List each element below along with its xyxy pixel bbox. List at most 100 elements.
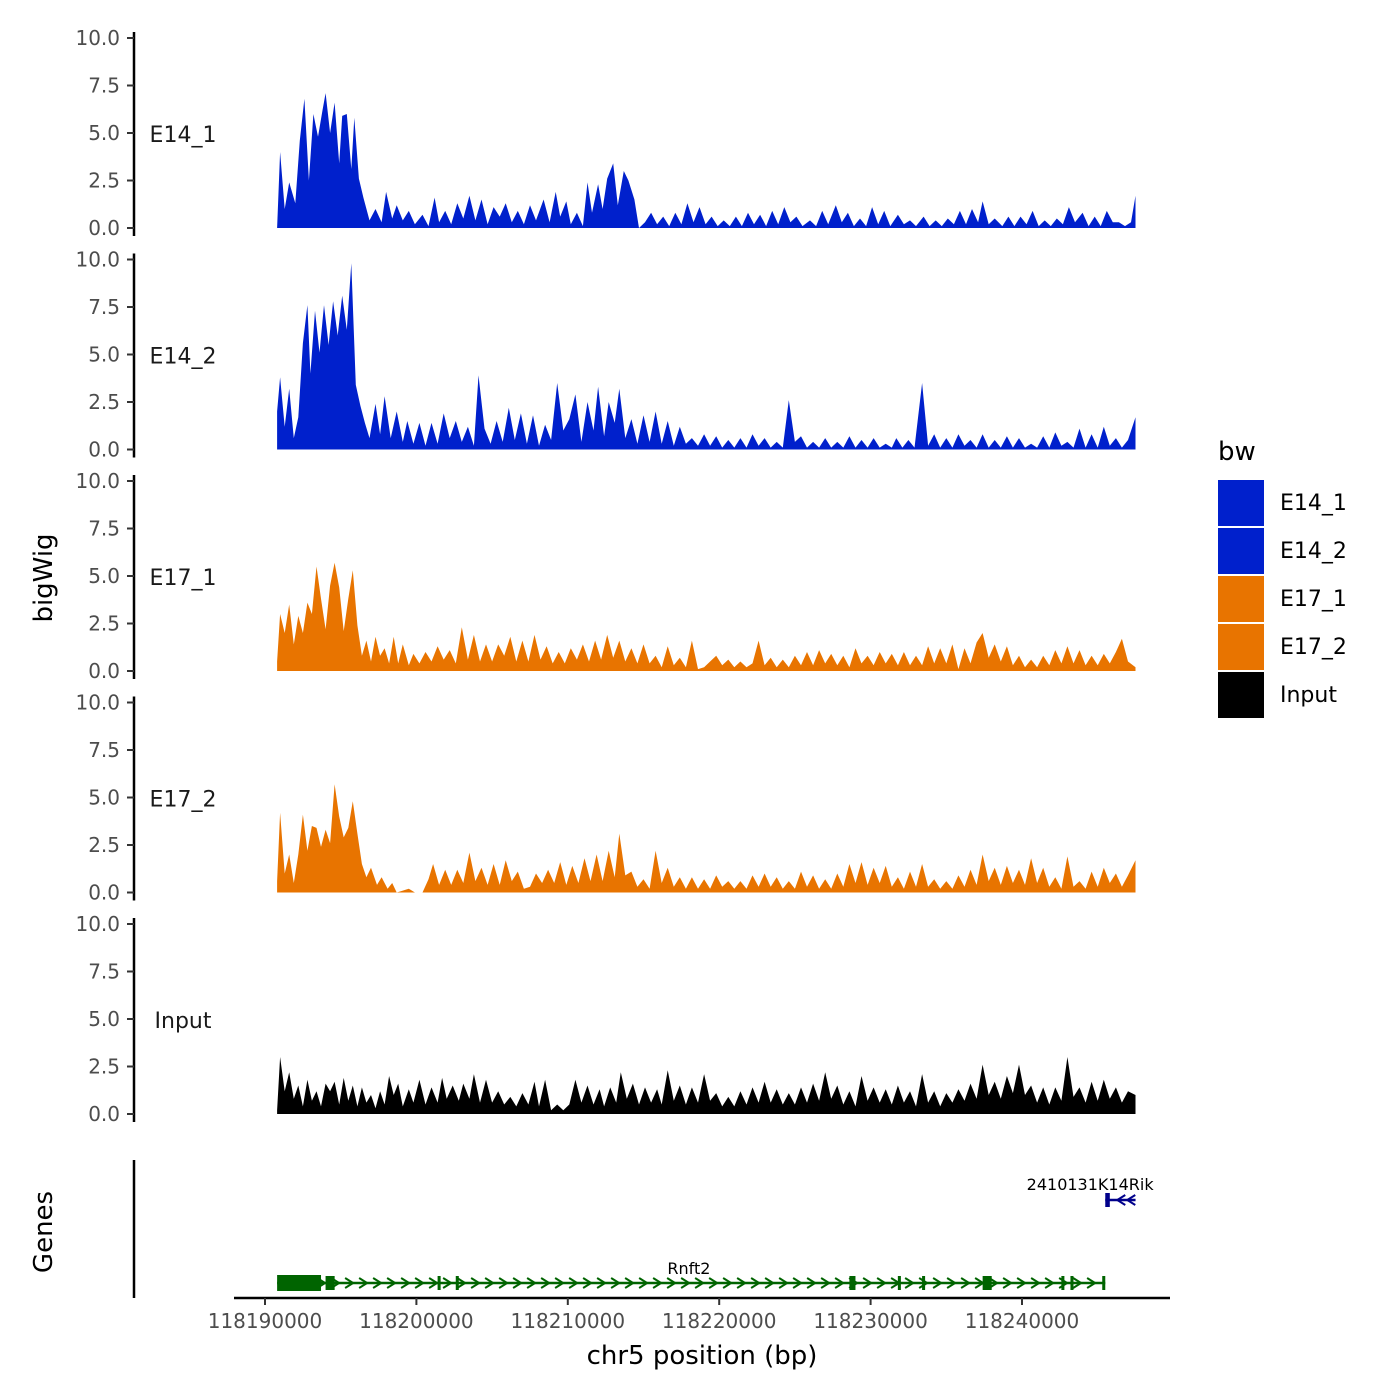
y-tick-label-E14_1-0.0: 0.0 [88,216,120,240]
exon-2410131K14Rik-0 [1105,1193,1110,1207]
y-tick-label-E17_1-0.0: 0.0 [88,659,120,683]
exon-Rnft2-1 [325,1276,335,1290]
strand-arrow-Rnft2 [666,1277,677,1289]
x-tick-label-118230000: 118230000 [813,1309,928,1333]
strand-arrow-Rnft2 [414,1277,425,1289]
y-tick-label-E14_1-5.0: 5.0 [88,121,120,145]
strand-arrow-Rnft2 [1016,1277,1027,1289]
y-tick-label-Input-2.5: 2.5 [88,1055,120,1079]
strand-arrow-Rnft2 [946,1277,957,1289]
strand-arrow-Rnft2 [918,1277,929,1289]
y-tick-label-E17_2-7.5: 7.5 [88,738,120,762]
strand-arrow-Rnft2 [1086,1277,1097,1289]
y-tick-label-E14_1-10.0: 10.0 [75,26,120,50]
strand-arrow-Rnft2 [806,1277,817,1289]
y-tick-label-E14_1-7.5: 7.5 [88,74,120,98]
x-axis: 118190000 118200000 118210000 118220000 1182… [208,1296,1170,1333]
x-tick-label-118190000: 118190000 [208,1309,323,1333]
x-tick-label-118220000: 118220000 [662,1309,777,1333]
legend-swatch-E14_2 [1218,528,1264,574]
y-tick-label-E14_2-5.0: 5.0 [88,343,120,367]
strand-arrow-Rnft2 [470,1277,481,1289]
strand-arrow-Rnft2 [876,1277,887,1289]
strand-arrow-Rnft2 [1002,1277,1013,1289]
exon-Rnft2-3 [455,1276,459,1290]
strand-arrow-Rnft2 [428,1277,439,1289]
signal-tracks: 0.0 2.5 5.0 7.5 10.0 E14_1 0.0 2.5 5.0 7.5 10.0 E14… [75,26,1136,1126]
legend-title: bw [1218,437,1256,467]
exon-Rnft2-5 [897,1276,901,1290]
strand-arrow-Rnft2 [610,1277,621,1289]
y-tick-label-E17_1-5.0: 5.0 [88,564,120,588]
strand-arrow-Rnft2 [932,1277,943,1289]
y-tick-label-E17_2-2.5: 2.5 [88,833,120,857]
gene-2410131K14Rik: 2410131K14Rik [1027,1175,1154,1207]
y-tick-label-E17_2-10.0: 10.0 [75,691,120,715]
strand-arrow-Rnft2 [372,1277,383,1289]
strand-arrow-Rnft2 [694,1277,705,1289]
track-label-E14_2: E14_2 [150,345,217,370]
strand-arrow-Rnft2 [1030,1277,1041,1289]
exon-Rnft2-6 [922,1276,926,1290]
legend-swatch-Input [1218,672,1264,718]
legend-label-Input: Input [1280,683,1337,708]
strand-arrow-Rnft2 [904,1277,915,1289]
strand-arrow-Rnft2 [526,1277,537,1289]
y-tick-label-E17_1-10.0: 10.0 [75,469,120,493]
strand-arrow-Rnft2 [960,1277,971,1289]
track-label-Input: Input [155,1009,212,1034]
y-tick-label-E17_1-7.5: 7.5 [88,517,120,541]
strand-arrow-Rnft2 [736,1277,747,1289]
track-E17_1: 0.0 2.5 5.0 7.5 10.0 E17_1 [75,469,1136,683]
legend-label-E14_1: E14_1 [1280,491,1347,516]
track-E14_1: 0.0 2.5 5.0 7.5 10.0 E14_1 [75,26,1136,240]
strand-arrow-2410131K14Rik [1115,1194,1126,1206]
strand-arrow-Rnft2 [1044,1277,1055,1289]
exon-Rnft2-10 [1102,1276,1106,1290]
legend-label-E17_1: E17_1 [1280,587,1347,612]
y-tick-label-E14_2-2.5: 2.5 [88,390,120,414]
strand-arrow-Rnft2 [1072,1277,1083,1289]
strand-arrow-Rnft2 [680,1277,691,1289]
strand-arrow-Rnft2 [344,1277,355,1289]
y-tick-label-Input-0.0: 0.0 [88,1102,120,1126]
strand-arrow-Rnft2 [512,1277,523,1289]
strand-arrow-Rnft2 [582,1277,593,1289]
signal-area-E17_1 [277,562,1136,671]
track-label-E17_2: E17_2 [150,788,217,813]
strand-arrow-2410131K14Rik [1125,1194,1136,1206]
strand-arrow-Rnft2 [708,1277,719,1289]
strand-arrow-Rnft2 [456,1277,467,1289]
gene-track: Rnft2 2410131K14Rik [132,1160,1154,1298]
gene-Rnft2: Rnft2 [277,1259,1106,1291]
strand-arrow-Rnft2 [386,1277,397,1289]
y-tick-label-E17_1-2.5: 2.5 [88,612,120,636]
y-tick-label-E17_2-5.0: 5.0 [88,786,120,810]
strand-arrow-Rnft2 [540,1277,551,1289]
track-E14_2: 0.0 2.5 5.0 7.5 10.0 E14_2 [75,248,1136,462]
exon-Rnft2-0 [277,1275,322,1291]
x-tick-label-118240000: 118240000 [965,1309,1080,1333]
track-label-E17_1: E17_1 [150,566,217,591]
y-tick-label-E17_2-0.0: 0.0 [88,881,120,905]
strand-arrow-Rnft2 [442,1277,453,1289]
y-tick-label-Input-10.0: 10.0 [75,912,120,936]
x-tick-label-118210000: 118210000 [511,1309,626,1333]
exon-Rnft2-7 [982,1276,992,1290]
exon-Rnft2-9 [1070,1276,1074,1290]
legend-swatch-E14_1 [1218,480,1264,526]
strand-arrow-Rnft2 [652,1277,663,1289]
legend-swatch-E17_2 [1218,624,1264,670]
strand-arrow-Rnft2 [792,1277,803,1289]
x-tick-label-118200000: 118200000 [359,1309,474,1333]
strand-arrow-Rnft2 [400,1277,411,1289]
y-tick-label-E14_2-10.0: 10.0 [75,248,120,272]
signal-area-Input [277,1057,1136,1114]
signal-area-E14_1 [277,93,1136,228]
track-label-E14_1: E14_1 [150,123,217,148]
y-tick-label-E14_2-0.0: 0.0 [88,438,120,462]
x-axis-title: chr5 position (bp) [587,1341,818,1371]
exon-Rnft2-2 [437,1276,441,1290]
exon-Rnft2-4 [849,1276,856,1290]
